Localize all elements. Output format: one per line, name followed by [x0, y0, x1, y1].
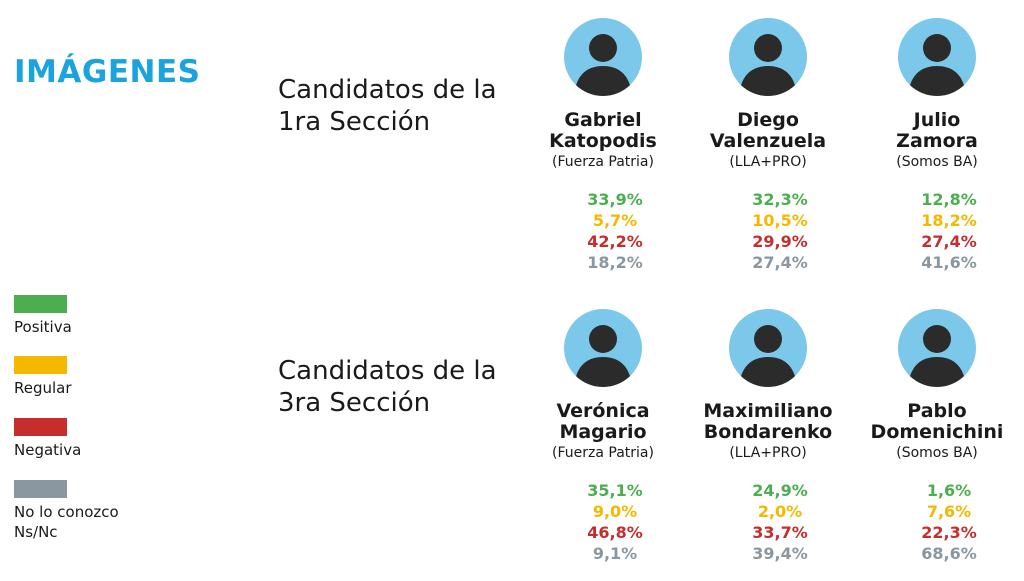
stat-regular: 18,2% — [921, 211, 977, 230]
stat-positiva: 12,8% — [921, 190, 977, 209]
candidate-name-line: Zamora — [896, 130, 978, 152]
page-title: IMÁGENES — [14, 54, 201, 90]
candidate-party: (Fuerza Patria) — [552, 445, 654, 461]
candidate-name: Gabriel Katopodis — [523, 110, 683, 152]
candidate-name-line: Diego — [737, 109, 799, 131]
stat-regular: 10,5% — [752, 211, 808, 230]
candidate-name-line: Julio — [913, 109, 961, 131]
candidate-name: Maximiliano Bondarenko — [688, 401, 848, 443]
candidate-photo-icon — [729, 309, 807, 387]
legend-swatch — [14, 418, 67, 436]
candidate-name-line: Valenzuela — [709, 130, 827, 152]
stat-regular: 9,0% — [592, 502, 638, 521]
legend-swatch — [14, 295, 67, 313]
legend-label: No lo conozco Ns/Nc — [14, 503, 119, 541]
stat-positiva: 35,1% — [587, 481, 643, 500]
person-silhouette-icon — [739, 325, 797, 387]
candidate-party: (Somos BA) — [896, 154, 978, 170]
section-title-1ra: Candidatos de la 1ra Sección — [278, 75, 497, 137]
candidate-party: (Somos BA) — [896, 445, 978, 461]
candidate-photo-icon — [898, 309, 976, 387]
legend-item: No lo conozco Ns/Nc — [14, 480, 154, 542]
legend-label: Positiva — [14, 318, 72, 336]
candidate-name-line: Verónica — [556, 400, 650, 422]
stat-negativa: 33,7% — [752, 523, 808, 542]
candidate-stats: 32,3% 10,5% 29,9% 27,4% — [688, 189, 848, 273]
candidate-stats: 35,1% 9,0% 46,8% 9,1% — [523, 480, 683, 564]
stat-regular: 2,0% — [757, 502, 803, 521]
candidate-stats: 33,9% 5,7% 42,2% 18,2% — [523, 189, 683, 273]
candidate-stats: 1,6% 7,6% 22,3% 68,6% — [857, 480, 1017, 564]
candidate-stats: 12,8% 18,2% 27,4% 41,6% — [857, 189, 1017, 273]
candidate-card: Verónica Magario (Fuerza Patria) 35,1% 9,0% 4… — [523, 309, 683, 564]
candidate-name: Pablo Domenichini — [857, 401, 1017, 443]
candidate-photo-icon — [898, 18, 976, 96]
person-silhouette-icon — [739, 34, 797, 96]
person-silhouette-icon — [908, 325, 966, 387]
candidate-party: (LLA+PRO) — [729, 154, 807, 170]
stat-negativa: 27,4% — [921, 232, 977, 251]
stat-regular: 5,7% — [592, 211, 638, 230]
stat-regular: 7,6% — [926, 502, 972, 521]
stat-no-lo-conozco: 9,1% — [592, 544, 638, 563]
stat-no-lo-conozco: 39,4% — [752, 544, 808, 563]
stat-positiva: 1,6% — [926, 481, 972, 500]
candidate-photo-icon — [564, 309, 642, 387]
legend-item: Regular — [14, 356, 154, 398]
candidate-name-line: Maximiliano — [703, 400, 833, 422]
legend-label: Regular — [14, 379, 72, 397]
legend-label: Negativa — [14, 441, 82, 459]
candidate-card: Maximiliano Bondarenko (LLA+PRO) 24,9% 2,0% 3… — [688, 309, 848, 564]
person-silhouette-icon — [574, 34, 632, 96]
candidate-stats: 24,9% 2,0% 33,7% 39,4% — [688, 480, 848, 564]
stat-no-lo-conozco: 68,6% — [921, 544, 977, 563]
candidate-name-line: Pablo — [907, 400, 967, 422]
candidate-name-line: Bondarenko — [703, 421, 833, 443]
candidate-photo-icon — [729, 18, 807, 96]
candidate-name: Verónica Magario — [523, 401, 683, 443]
candidate-name-line: Magario — [559, 421, 647, 443]
stat-negativa: 22,3% — [921, 523, 977, 542]
legend-swatch — [14, 480, 67, 498]
candidate-card: Diego Valenzuela (LLA+PRO) 32,3% 10,5% 29,9% 2… — [688, 18, 848, 273]
candidate-name: Julio Zamora — [857, 110, 1017, 152]
legend-swatch — [14, 356, 67, 374]
stat-negativa: 46,8% — [587, 523, 643, 542]
legend-item: Negativa — [14, 418, 154, 460]
stat-positiva: 33,9% — [587, 190, 643, 209]
candidate-card: Pablo Domenichini (Somos BA) 1,6% 7,6% 22,3% 6… — [857, 309, 1017, 564]
candidate-name-line: Gabriel — [564, 109, 642, 131]
stat-positiva: 32,3% — [752, 190, 808, 209]
stat-positiva: 24,9% — [752, 481, 808, 500]
candidate-party: (LLA+PRO) — [729, 445, 807, 461]
candidate-name-line: Domenichini — [870, 421, 1004, 443]
stat-no-lo-conozco: 27,4% — [752, 253, 808, 272]
person-silhouette-icon — [574, 325, 632, 387]
person-silhouette-icon — [908, 34, 966, 96]
candidate-card: Julio Zamora (Somos BA) 12,8% 18,2% 27,4% 41,6… — [857, 18, 1017, 273]
candidate-name-line: Katopodis — [549, 130, 657, 152]
legend-item: Positiva — [14, 295, 154, 337]
candidate-card: Gabriel Katopodis (Fuerza Patria) 33,9% 5,7%… — [523, 18, 683, 273]
stat-negativa: 42,2% — [587, 232, 643, 251]
candidate-party: (Fuerza Patria) — [552, 154, 654, 170]
candidate-name: Diego Valenzuela — [688, 110, 848, 152]
section-title-3ra: Candidatos de la 3ra Sección — [278, 356, 497, 418]
stat-no-lo-conozco: 18,2% — [587, 253, 643, 272]
stat-no-lo-conozco: 41,6% — [921, 253, 977, 272]
stat-negativa: 29,9% — [752, 232, 808, 251]
candidate-photo-icon — [564, 18, 642, 96]
